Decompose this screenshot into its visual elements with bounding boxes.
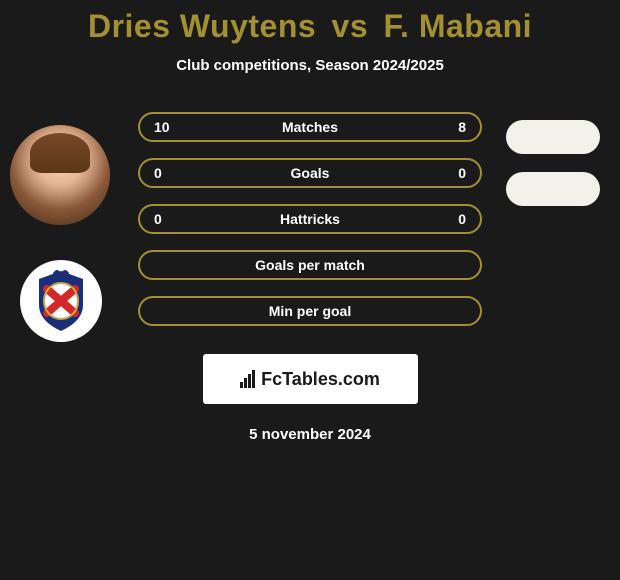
stat-right-value: 0 (446, 165, 466, 181)
shield-icon (33, 269, 89, 333)
fctables-logo: FcTables.com (203, 354, 418, 404)
stat-label: Hattricks (280, 211, 340, 227)
stat-right-value: 0 (446, 211, 466, 227)
stat-right-value: 8 (446, 119, 466, 135)
stat-row-matches: 10 Matches 8 (138, 112, 482, 142)
stat-row-hattricks: 0 Hattricks 0 (138, 204, 482, 234)
stat-label: Matches (282, 119, 338, 135)
stat-label: Goals (291, 165, 330, 181)
player1-club-badge (20, 260, 102, 342)
stat-left-value: 0 (154, 165, 174, 181)
title-vs: vs (332, 8, 369, 44)
player1-photo (10, 125, 110, 225)
stat-label: Min per goal (269, 303, 351, 319)
stat-label: Goals per match (255, 257, 365, 273)
title-player1: Dries Wuytens (88, 8, 316, 44)
subtitle: Club competitions, Season 2024/2025 (176, 57, 444, 74)
player2-indicator-pill (506, 120, 600, 154)
stat-row-goals: 0 Goals 0 (138, 158, 482, 188)
player2-indicator-pill (506, 172, 600, 206)
stat-left-value: 10 (154, 119, 174, 135)
stat-row-min-per-goal: Min per goal (138, 296, 482, 326)
title-player2: F. Mabani (384, 8, 533, 44)
stat-left-value: 0 (154, 211, 174, 227)
stat-row-goals-per-match: Goals per match (138, 250, 482, 280)
logo-text: FcTables.com (261, 369, 380, 390)
date-text: 5 november 2024 (249, 426, 371, 443)
page-title: Dries Wuytens vs F. Mabani (88, 8, 532, 45)
logo-bars-icon (240, 370, 255, 388)
